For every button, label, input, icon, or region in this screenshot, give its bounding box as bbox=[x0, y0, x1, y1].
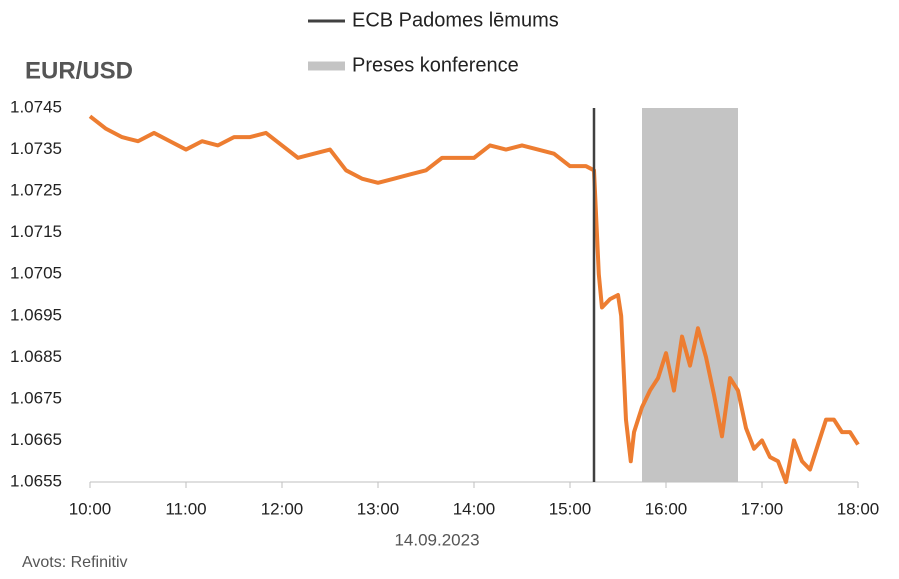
y-tick-label: 1.0715 bbox=[10, 222, 62, 241]
x-tick-label: 13:00 bbox=[357, 499, 400, 518]
x-tick-label: 16:00 bbox=[645, 499, 688, 518]
y-tick-label: 1.0665 bbox=[10, 430, 62, 449]
y-tick-label: 1.0685 bbox=[10, 347, 62, 366]
x-tick-label: 15:00 bbox=[549, 499, 592, 518]
x-tick-label: 17:00 bbox=[741, 499, 784, 518]
x-tick-label: 14:00 bbox=[453, 499, 496, 518]
y-tick-label: 1.0725 bbox=[10, 181, 62, 200]
y-tick-label: 1.0745 bbox=[10, 97, 62, 116]
press-conference-band bbox=[642, 108, 738, 482]
y-tick-label: 1.0655 bbox=[10, 471, 62, 490]
x-tick-label: 12:00 bbox=[261, 499, 304, 518]
source: Avots: Refinitiv bbox=[22, 554, 128, 571]
x-tick-label: 10:00 bbox=[69, 499, 112, 518]
y-tick-label: 1.0705 bbox=[10, 264, 62, 283]
series-line bbox=[88, 114, 860, 484]
x-tick-label: 18:00 bbox=[837, 499, 880, 518]
chart-title: EUR/USD bbox=[25, 57, 133, 84]
y-tick-label: 1.0695 bbox=[10, 305, 62, 324]
x-axis-label: 14.09.2023 bbox=[394, 530, 479, 549]
y-tick-label: 1.0735 bbox=[10, 139, 62, 158]
x-tick-label: 11:00 bbox=[165, 499, 206, 518]
legend-label: Preses konference bbox=[352, 54, 519, 76]
legend-label: ECB Padomes lēmums bbox=[352, 9, 559, 31]
y-tick-label: 1.0675 bbox=[10, 388, 62, 407]
